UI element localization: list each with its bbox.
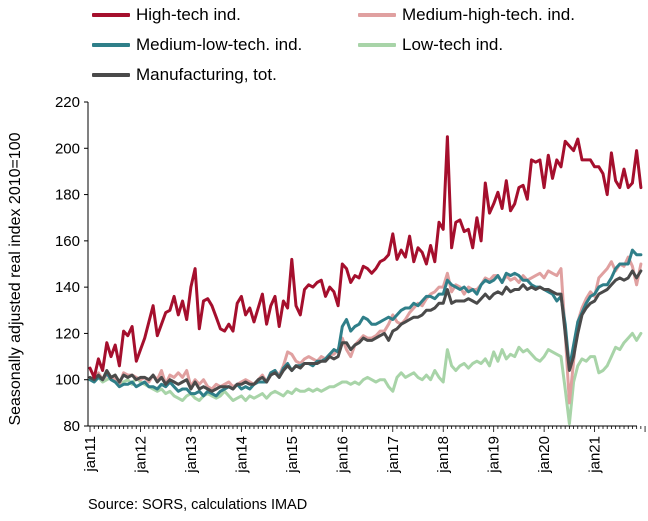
x-tick-label: jan19	[486, 436, 503, 474]
legend-item-high-tech: High-tech ind.	[92, 5, 241, 25]
x-tick-label: jan13	[183, 436, 200, 474]
legend-item-medium-low-tech: Medium-low-tech. ind.	[92, 35, 302, 55]
source-note: Source: SORS, calculations IMAD	[88, 497, 308, 513]
legend-label: Low-tech ind.	[402, 35, 504, 54]
y-tick-label: 80	[63, 418, 80, 435]
legend-label: Manufacturing, tot.	[136, 65, 277, 84]
y-tick-label: 160	[55, 233, 80, 250]
x-tick-label: jan14	[233, 436, 250, 474]
legend-label: Medium-high-tech. ind.	[402, 5, 575, 24]
legend-label: Medium-low-tech. ind.	[136, 35, 303, 54]
series-line-high-tech-ind	[88, 135, 643, 379]
legend-swatch	[92, 43, 130, 47]
legend-item-medium-high-tech: Medium-high-tech. ind.	[358, 5, 575, 25]
y-tick-label: 100	[55, 372, 80, 389]
y-tick-label: 180	[55, 187, 80, 204]
x-tick-label: jan15	[284, 436, 301, 474]
x-tick-label: jan17	[385, 436, 402, 474]
legend-item-low-tech: Low-tech ind.	[358, 35, 503, 55]
legend-swatch	[92, 13, 130, 17]
y-tick-label: 220	[55, 94, 80, 111]
y-tick-label: 120	[55, 325, 80, 342]
series-line-medium-high-tech-ind	[88, 255, 643, 405]
x-tick-label: jan20	[536, 436, 553, 474]
series-line-manufacturing-tot	[88, 269, 643, 393]
x-tick-label: jan11	[82, 436, 99, 473]
x-tick-label: jan16	[334, 436, 351, 474]
y-tick-label: 140	[55, 279, 80, 296]
chart-legend: High-tech ind. Medium-high-tech. ind. Me…	[0, 0, 648, 95]
series-line-low-tech-ind	[88, 331, 643, 426]
legend-swatch	[92, 73, 130, 77]
legend-item-manufacturing-total: Manufacturing, tot.	[92, 65, 277, 85]
y-tick-label: 200	[55, 140, 80, 157]
x-tick-label: jan18	[435, 436, 452, 474]
legend-label: High-tech ind.	[136, 5, 241, 24]
x-tick-label: jan12	[132, 436, 149, 474]
legend-swatch	[358, 13, 396, 17]
x-tick-label: jan21	[587, 436, 604, 474]
legend-swatch	[358, 43, 396, 47]
series-line-medium-low-tech-ind	[88, 248, 643, 398]
